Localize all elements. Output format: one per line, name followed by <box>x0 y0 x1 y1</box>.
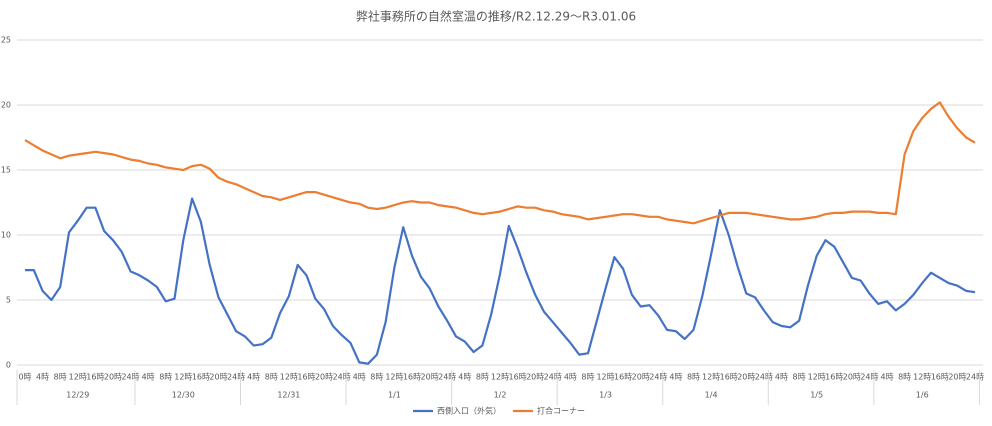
x-tick-label: 8時 <box>687 373 700 382</box>
x-tick-label: 8時 <box>898 373 911 382</box>
x-tick-label: 4時 <box>353 373 366 382</box>
x-tick-label: 16時 <box>614 373 632 382</box>
x-tick-label: 20時 <box>315 373 333 382</box>
x-tick-label: 8時 <box>159 373 172 382</box>
x-tick-label: 4時 <box>458 373 471 382</box>
x-tick-label: 16時 <box>297 373 315 382</box>
x-group-label: 1/5 <box>810 391 823 400</box>
y-tick-label: 5 <box>6 296 11 305</box>
x-tick-label: 24時 <box>649 373 667 382</box>
x-tick-label: 24時 <box>755 373 773 382</box>
x-tick-label: 20時 <box>948 373 966 382</box>
x-tick-label: 8時 <box>370 373 383 382</box>
x-tick-label: 20時 <box>209 373 227 382</box>
x-tick-label: 8時 <box>54 373 67 382</box>
x-tick-label: 12時 <box>280 373 298 382</box>
x-tick-label: 12時 <box>174 373 192 382</box>
x-tick-label: 16時 <box>720 373 738 382</box>
x-group-label: 12/30 <box>172 391 195 400</box>
series-line <box>25 197 976 365</box>
x-tick-label: 4時 <box>36 373 49 382</box>
x-tick-label: 12時 <box>913 373 931 382</box>
x-group-label: 1/1 <box>388 391 401 400</box>
x-group-label: 1/2 <box>494 391 507 400</box>
x-tick-label: 24時 <box>333 373 351 382</box>
x-tick-label: 24時 <box>438 373 456 382</box>
x-tick-label: 20時 <box>104 373 122 382</box>
x-group-label: 1/3 <box>599 391 612 400</box>
x-tick-label: 12時 <box>702 373 720 382</box>
x-tick-label: 12時 <box>596 373 614 382</box>
x-group-label: 1/6 <box>916 391 929 400</box>
y-tick-label: 25 <box>1 36 11 45</box>
x-tick-label: 12時 <box>385 373 403 382</box>
legend-label: 西側入口（外気） <box>437 406 501 416</box>
x-tick-label: 4時 <box>669 373 682 382</box>
x-tick-label: 16時 <box>508 373 526 382</box>
x-tick-label: 20時 <box>737 373 755 382</box>
x-tick-label: 24時 <box>544 373 562 382</box>
chart-title: 弊社事務所の自然室温の推移/R2.12.29～R3.01.06 <box>356 9 636 24</box>
x-tick-label: 24時 <box>227 373 245 382</box>
y-tick-label: 20 <box>1 101 11 110</box>
x-tick-label: 4時 <box>142 373 155 382</box>
x-tick-label: 16時 <box>825 373 843 382</box>
x-tick-label: 24時 <box>121 373 139 382</box>
x-tick-label: 12時 <box>491 373 509 382</box>
y-tick-label: 10 <box>1 231 11 240</box>
x-tick-label: 16時 <box>86 373 104 382</box>
x-tick-label: 4時 <box>775 373 788 382</box>
x-group-label: 12/29 <box>66 391 89 400</box>
x-tick-label: 20時 <box>843 373 861 382</box>
x-tick-label: 12時 <box>69 373 87 382</box>
x-tick-label: 4時 <box>247 373 260 382</box>
x-tick-label: 8時 <box>265 373 278 382</box>
x-tick-label: 4時 <box>564 373 577 382</box>
series-line <box>24 101 976 225</box>
x-tick-label: 12時 <box>808 373 826 382</box>
y-tick-label: 0 <box>6 361 11 370</box>
x-tick-label: 16時 <box>403 373 421 382</box>
x-tick-label: 8時 <box>793 373 806 382</box>
x-group-label: 1/4 <box>705 391 718 400</box>
x-tick-label: 20時 <box>632 373 650 382</box>
x-tick-label: 0時 <box>18 373 31 382</box>
legend-label: 打合コーナー <box>537 406 585 416</box>
x-tick-label: 4時 <box>880 373 893 382</box>
x-tick-label: 24時 <box>966 373 984 382</box>
x-tick-label: 24時 <box>860 373 878 382</box>
x-tick-label: 20時 <box>526 373 544 382</box>
x-tick-label: 16時 <box>931 373 949 382</box>
x-tick-label: 20時 <box>421 373 439 382</box>
x-tick-label: 8時 <box>581 373 594 382</box>
y-tick-label: 15 <box>1 166 11 175</box>
x-tick-label: 16時 <box>192 373 210 382</box>
x-group-label: 12/31 <box>277 391 300 400</box>
x-tick-label: 8時 <box>476 373 489 382</box>
